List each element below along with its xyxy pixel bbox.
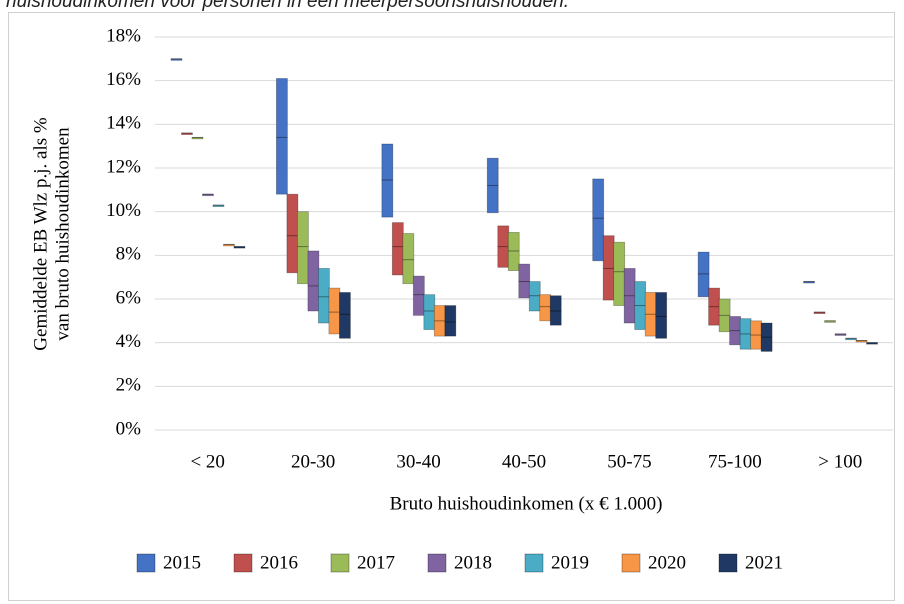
legend-label: 2015 [163,552,201,573]
x-tick-label: 50-75 [607,451,651,472]
range-bar [834,333,847,336]
chart-frame [8,12,895,601]
range-bar [391,222,404,276]
caption: huishoudinkomen voor personen in een mee… [6,0,569,12]
x-tick-label: > 100 [818,451,862,472]
legend-swatch [136,553,156,573]
range-bar [381,143,394,218]
range-bar [307,250,320,312]
legend-label: 2019 [551,552,589,573]
legend-label: 2016 [260,552,298,573]
range-bar [845,337,857,341]
range-bar [223,244,235,247]
y-axis-title: Gemiddelde EB Wlz p.j. als % [30,117,51,351]
range-bar [181,132,193,135]
y-tick-label: 6% [116,287,142,308]
range-bar [412,275,425,316]
y-tick-label: 12% [106,156,141,177]
range-bar [697,251,710,298]
range-bar [518,263,531,299]
range-bar [592,178,605,262]
x-axis-title: Bruto huishoudinkomen (x € 1.000) [390,493,663,514]
range-bar [275,78,288,195]
legend-label: 2021 [745,552,783,573]
range-bar [296,211,309,285]
range-bar [317,268,330,324]
range-bar [328,287,341,335]
range-bar [338,292,351,339]
range-bar [855,340,868,343]
x-tick-label: 75-100 [708,451,762,472]
range-bar [813,311,826,315]
range-bar [444,305,457,337]
legend-label: 2020 [648,552,686,573]
range-bar [402,233,415,285]
range-bar [212,204,225,208]
legend-label: 2017 [357,552,395,573]
range-bar [549,295,562,326]
x-tick-label: 40-50 [502,451,546,472]
range-bar [824,320,836,323]
legend-swatch [524,553,544,573]
range-bar [191,137,204,140]
y-tick-label: 2% [116,375,142,396]
legend-swatch [233,553,253,573]
range-bar [202,193,214,197]
range-bar [528,281,541,312]
legend-swatch [330,553,350,573]
range-bar [655,292,668,339]
y-tick-label: 16% [106,69,141,90]
y-axis-title: van bruto huishoudinkomen [52,127,73,341]
range-bar [423,294,436,330]
range-bar [170,58,183,61]
range-bar [760,322,773,352]
range-bar [539,294,552,322]
y-tick-label: 0% [116,418,142,439]
range-bar [866,342,878,345]
range-bar [233,246,246,249]
y-tick-label: 4% [116,331,142,352]
y-tick-label: 18% [106,25,141,46]
legend-swatch [718,553,738,573]
legend-swatch [621,553,641,573]
range-bar [507,232,520,272]
range-bar [803,281,815,284]
range-bar [602,235,615,301]
x-tick-label: 30-40 [396,451,440,472]
x-tick-label: < 20 [190,451,224,472]
legend-label: 2018 [454,552,492,573]
y-tick-label: 10% [106,200,141,221]
legend-swatch [427,553,447,573]
range-bar [286,193,299,274]
range-bar [486,157,499,214]
y-tick-label: 14% [106,113,141,134]
x-tick-label: 20-30 [291,451,335,472]
range-bar [613,241,626,306]
y-tick-label: 8% [116,244,142,265]
range-bar [718,298,731,333]
